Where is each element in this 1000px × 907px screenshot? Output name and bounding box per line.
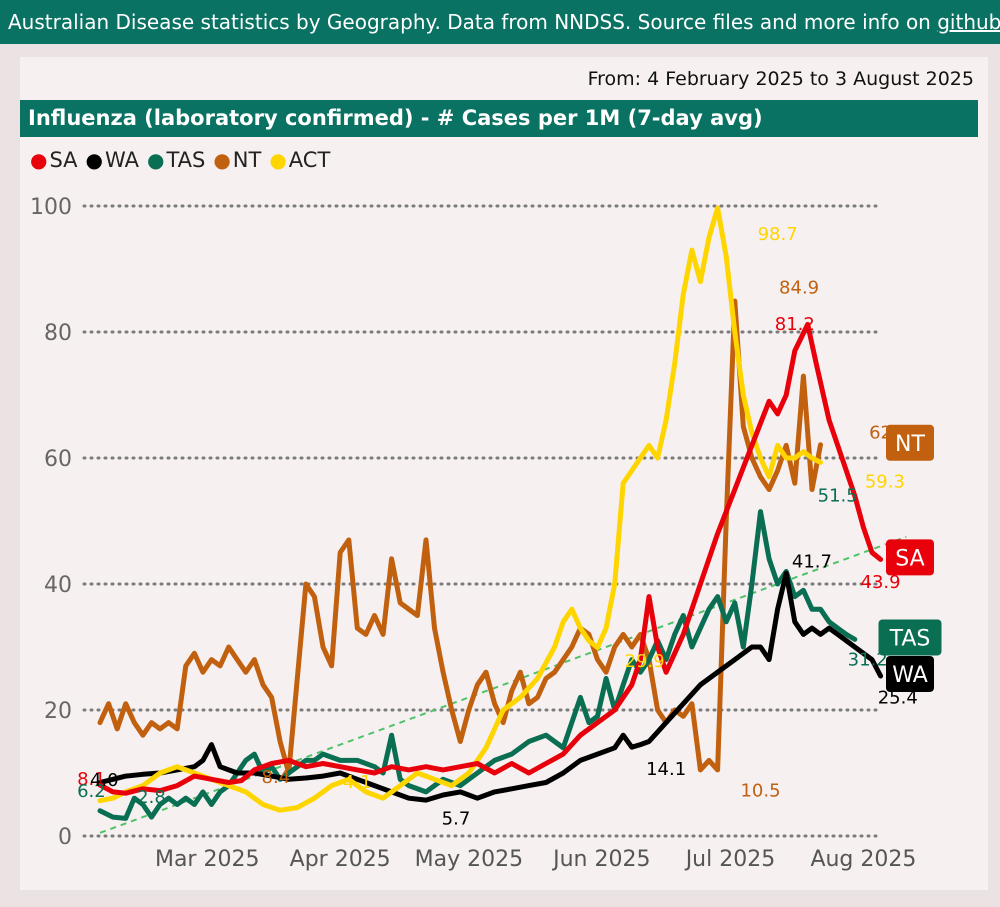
y-tick-label: 40	[44, 573, 72, 598]
data-label: 81.2	[775, 314, 815, 335]
series-line-tas	[97, 509, 858, 821]
data-label: 98.7	[758, 224, 798, 245]
legend-item-tas[interactable]: ● TAS	[147, 148, 205, 172]
data-label: 8.1	[77, 769, 106, 790]
y-tick-label: 20	[44, 699, 72, 724]
legend-dot-nt-icon: ●	[213, 148, 231, 172]
series-line-wa	[97, 570, 884, 803]
data-label: 25.4	[878, 688, 918, 709]
data-label: 6.2	[77, 781, 106, 802]
legend-dot-act-icon: ●	[269, 148, 287, 172]
end-badge-label: TAS	[889, 626, 931, 651]
data-label: 43.9	[861, 572, 901, 593]
end-badge-sa	[886, 539, 934, 576]
end-badge-label: SA	[895, 546, 924, 571]
chart-title: Influenza (laboratory confirmed) - # Cas…	[20, 100, 978, 137]
data-label: 59.3	[865, 472, 905, 493]
data-label: 51.5	[818, 485, 858, 506]
y-tick-label: 0	[58, 825, 72, 850]
date-range: From: 4 February 2025 to 3 August 2025	[587, 68, 974, 90]
legend-dot-sa-icon: ●	[30, 148, 48, 172]
x-tick-label: Apr 2025	[290, 847, 391, 872]
legend: ● SA ● WA ● TAS ● NT ● ACT	[30, 148, 330, 172]
data-label: 14.1	[646, 759, 686, 780]
chart-panel	[20, 57, 988, 890]
legend-label-sa: SA	[49, 148, 78, 172]
legend-item-nt[interactable]: ● NT	[213, 148, 261, 172]
x-tick-label: May 2025	[415, 847, 523, 872]
y-tick-label: 80	[44, 321, 72, 346]
series-line-act	[97, 205, 823, 813]
legend-label-wa: WA	[105, 148, 139, 172]
data-label: 84.9	[779, 278, 819, 299]
series-line-sa	[97, 321, 884, 796]
legend-item-sa[interactable]: ● SA	[30, 148, 78, 172]
legend-label-nt: NT	[232, 148, 262, 172]
data-label: 8.4	[262, 767, 291, 788]
x-tick-label: Mar 2025	[155, 847, 260, 872]
legend-label-act: ACT	[288, 148, 331, 172]
legend-dot-wa-icon: ●	[85, 148, 103, 172]
data-label: 41.7	[792, 552, 832, 573]
data-label: 31.2	[848, 649, 888, 670]
y-tick-label: 100	[30, 195, 72, 220]
legend-label-tas: TAS	[166, 148, 206, 172]
github-link[interactable]: github	[937, 10, 1000, 34]
data-label: 10.5	[740, 780, 780, 801]
end-badge-label: WA	[892, 663, 928, 688]
x-tick-label: Jul 2025	[684, 847, 776, 872]
top-banner: Australian Disease statistics by Geograp…	[0, 0, 1000, 44]
series-line-nt	[97, 298, 823, 776]
legend-item-act[interactable]: ● ACT	[269, 148, 330, 172]
banner-text: Australian Disease statistics by Geograp…	[8, 10, 938, 34]
data-label: 29.9	[625, 651, 665, 672]
end-badge-wa	[886, 655, 934, 692]
data-label: 4.1	[343, 772, 372, 793]
x-tick-label: Jun 2025	[551, 847, 650, 872]
legend-dot-tas-icon: ●	[146, 148, 165, 172]
data-label: 4.0	[90, 770, 119, 791]
data-label: 5.7	[442, 809, 471, 830]
data-label: 2.8	[137, 787, 166, 808]
end-badge-tas	[878, 619, 942, 656]
legend-item-wa[interactable]: ● WA	[86, 148, 139, 172]
end-badge-nt	[886, 424, 934, 461]
x-tick-label: Aug 2025	[810, 847, 916, 872]
end-badge-label: NT	[895, 432, 925, 457]
y-tick-label: 60	[44, 447, 72, 472]
